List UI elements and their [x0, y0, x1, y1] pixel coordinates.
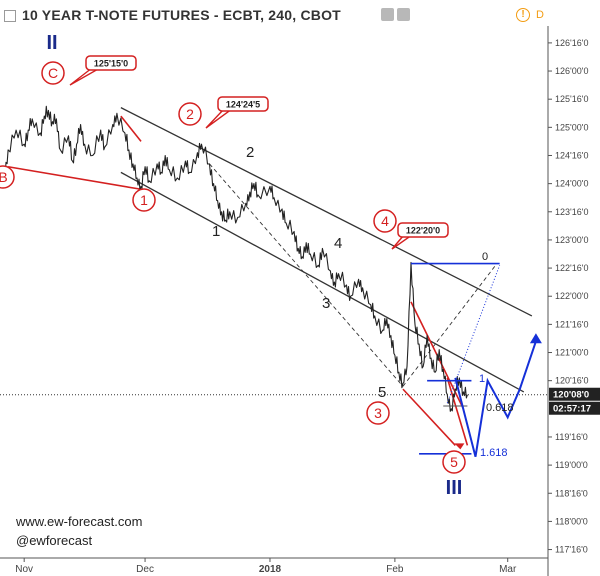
y-tick-label: 118'00'0 — [555, 516, 588, 526]
wave-dashed-line-a — [209, 163, 404, 387]
callout-125-15: 125'15'0 — [69, 55, 137, 86]
callout-text: 122'20'0 — [406, 226, 440, 236]
y-tick-label: 121'00'0 — [555, 348, 588, 358]
red-trendline-1 — [7, 165, 142, 191]
callout-text: 124'24'5 — [226, 100, 260, 110]
wave-major-III: III — [446, 477, 463, 499]
channel-lower-line — [120, 171, 525, 393]
x-tick-label: 2018 — [259, 564, 282, 575]
wave-circle-text: C — [48, 65, 58, 81]
fib-label-1618: 1.618 — [480, 447, 508, 459]
wave-circle-text: B — [0, 169, 8, 185]
price-series-line[interactable] — [0, 105, 468, 412]
fib-label-0: 0 — [482, 251, 488, 263]
red-trendline-2 — [120, 115, 142, 142]
y-tick-label: 121'16'0 — [555, 319, 588, 329]
wave-label-circled-1: 1 — [132, 188, 156, 212]
wave-label-C: C — [41, 61, 65, 85]
callout-box — [397, 222, 449, 238]
timeframe-label[interactable]: D — [536, 9, 544, 21]
last-price-badge — [549, 387, 600, 401]
chart-header: 10 YEAR T-NOTE FUTURES - ECBT, 240, CBOT… — [0, 0, 548, 26]
last-price-label: 120'08'0 — [553, 390, 589, 401]
y-tick-label: 124'00'0 — [555, 179, 588, 189]
wave-circle — [442, 450, 466, 474]
callout-124-24: 124'24'5 — [205, 96, 269, 129]
wave-label-circled-5: 5 — [442, 450, 466, 474]
y-tick-label: 125'00'0 — [555, 122, 588, 132]
watermark-site: www.ew-forecast.com — [16, 514, 143, 529]
y-tick-label: 119'00'0 — [555, 460, 588, 470]
watermark-handle: @ewforecast — [16, 533, 93, 548]
countdown-label: 02:57:17 — [553, 404, 591, 415]
wave-circle — [41, 61, 65, 85]
y-tick-label: 125'16'0 — [555, 94, 588, 104]
chart-title: 10 YEAR T-NOTE FUTURES - ECBT, 240, CBOT — [22, 7, 341, 23]
x-tick-label: Mar — [499, 564, 517, 575]
wave-circle-text: 4 — [381, 213, 389, 229]
wave-circle — [0, 165, 15, 189]
wave-major-II: II — [46, 32, 57, 54]
collapse-toggle[interactable] — [4, 10, 16, 22]
close-icon[interactable] — [397, 8, 410, 21]
wave-circle — [366, 401, 390, 425]
x-tick-label: Feb — [386, 564, 404, 575]
callout-box — [85, 55, 137, 71]
callout-box — [217, 96, 269, 112]
alert-icon[interactable]: ! — [516, 8, 530, 22]
channel-upper-line — [120, 107, 533, 317]
y-tick-label: 117'16'0 — [555, 545, 588, 555]
y-tick-label: 124'16'0 — [555, 150, 588, 160]
y-tick-label: 126'16'0 — [555, 38, 588, 48]
callout-122-20: 122'20'0 — [391, 222, 449, 250]
wave-minor-5: 5 — [378, 384, 386, 401]
fib-label-1: 1 — [479, 373, 485, 385]
wave-minor-2: 2 — [246, 144, 254, 161]
wave-circle — [178, 102, 202, 126]
wave-circle — [132, 188, 156, 212]
projection-path — [454, 340, 537, 457]
x-tick-label: Nov — [15, 564, 33, 575]
wave-label-B: B — [0, 165, 15, 189]
settings-icon[interactable] — [381, 8, 394, 21]
x-tick-label: Dec — [136, 564, 154, 575]
fib-label-0618: 0.618 — [486, 402, 514, 414]
red-wedge-lower — [402, 388, 456, 446]
y-tick-label: 122'16'0 — [555, 263, 588, 273]
wave-dashed-line-b — [402, 264, 496, 387]
wave-minor-4: 4 — [334, 235, 342, 252]
wave-circle — [373, 209, 397, 233]
wave-circle-text: 5 — [450, 454, 458, 470]
wave-label-circled-3: 3 — [366, 401, 390, 425]
red-arrowhead — [454, 443, 465, 450]
wave-label-circled-2: 2 — [178, 102, 202, 126]
projection-arrowhead — [529, 333, 542, 344]
wave-circle-text: 1 — [140, 192, 148, 208]
y-tick-label: 118'16'0 — [555, 488, 588, 498]
y-tick-label: 120'16'0 — [555, 376, 588, 386]
wave-circle-text: 2 — [186, 106, 194, 122]
wave-minor-1: 1 — [212, 223, 220, 240]
callout-text: 125'15'0 — [94, 59, 128, 69]
y-tick-label: 122'00'0 — [555, 291, 588, 301]
wave-circle-text: 3 — [374, 405, 382, 421]
wave-label-circled-4: 4 — [373, 209, 397, 233]
countdown-badge — [549, 401, 600, 415]
y-tick-label: 119'16'0 — [555, 432, 588, 442]
red-wedge-tip — [446, 377, 469, 446]
y-tick-label: 126'00'0 — [555, 66, 588, 76]
y-tick-label: 123'00'0 — [555, 235, 588, 245]
wave-minor-3: 3 — [322, 295, 330, 312]
y-tick-label: 123'16'0 — [555, 207, 588, 217]
